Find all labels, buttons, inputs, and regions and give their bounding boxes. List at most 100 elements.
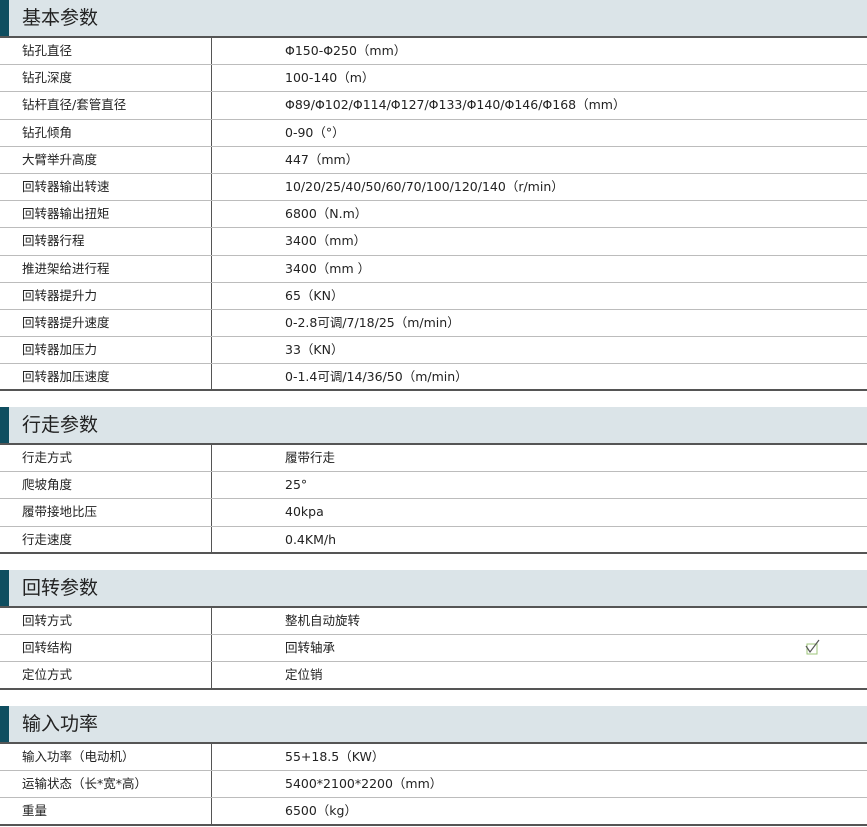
column-divider: [211, 608, 212, 635]
spec-row: 钻杆直径/套管直径 Φ89/Φ102/Φ114/Φ127/Φ133/Φ140/Φ…: [0, 92, 867, 120]
section-accent-bar: [0, 0, 9, 36]
column-divider: [211, 472, 212, 499]
spec-value: 3400（mm）: [285, 233, 367, 249]
spec-value: 0.4KM/h: [285, 531, 336, 547]
spec-value: 回转轴承: [285, 640, 336, 656]
spec-row: 重量 6500（kg）: [0, 798, 867, 826]
spec-section: 输入功率 输入功率（电动机） 55+18.5（KW） 运输状态（长*宽*高） 5…: [0, 706, 867, 826]
spec-row: 回转结构 回转轴承: [0, 635, 867, 663]
spec-label: 输入功率（电动机）: [22, 749, 135, 764]
spec-row: 钻孔倾角 0-90（°）: [0, 119, 867, 147]
spec-row: 定位方式 定位销: [0, 662, 867, 690]
spec-row: 回转器提升速度 0-2.8可调/7/18/25（m/min）: [0, 309, 867, 338]
spec-row: 回转器行程 3400（mm）: [0, 228, 867, 256]
spec-label: 行走速度: [22, 531, 73, 547]
spec-value: 履带行走: [285, 450, 336, 465]
spec-row: 输入功率（电动机） 55+18.5（KW）: [0, 744, 867, 772]
spec-value: 447（mm）: [285, 151, 359, 167]
spec-section: 基本参数 钻孔直径 Φ150-Φ250（mm） 钻孔深度 100-140（m） …: [0, 0, 867, 392]
column-divider: [211, 499, 212, 526]
spec-row: 大臂举升高度 447（mm）: [0, 146, 867, 174]
spec-row: 回转器提升力 65（KN）: [0, 282, 867, 310]
spec-label: 重量: [22, 803, 48, 819]
spec-row: 履带接地比压 40kpa: [0, 499, 867, 527]
spec-label: 回转器输出转速: [22, 178, 110, 194]
column-divider: [211, 445, 212, 472]
spec-value: 10/20/25/40/50/60/70/100/120/140（r/min）: [285, 178, 564, 194]
section-title: 输入功率: [22, 713, 99, 735]
section-header: 回转参数: [0, 570, 867, 608]
spec-label: 回转器行程: [22, 233, 85, 249]
column-divider: [211, 337, 212, 364]
spec-section: 回转参数 回转方式 整机自动旋转 回转结构 回转轴承 定位方式 定位销: [0, 570, 867, 690]
spec-row: 推进架给进行程 3400（mm ）: [0, 255, 867, 283]
spec-value: 65（KN）: [285, 287, 344, 303]
column-divider: [211, 65, 212, 92]
spec-value: 0-2.8可调/7/18/25（m/min）: [285, 314, 460, 330]
spec-label: 回转器加压速度: [22, 369, 110, 385]
spec-value: Φ150-Φ250（mm）: [285, 43, 407, 58]
spec-label: 钻孔倾角: [22, 124, 73, 140]
spec-label: 回转器输出扭矩: [22, 206, 110, 222]
spec-section: 行走参数 行走方式 履带行走 爬坡角度 25° 履带接地比压 40kpa 行走速…: [0, 407, 867, 554]
spec-label: 回转结构: [22, 640, 73, 656]
section-title: 回转参数: [22, 577, 99, 599]
spec-value: 3400（mm ）: [285, 260, 371, 276]
spec-row: 钻孔深度 100-140（m）: [0, 65, 867, 93]
spec-label: 钻孔深度: [22, 70, 73, 86]
spec-row: 钻孔直径 Φ150-Φ250（mm）: [0, 38, 867, 66]
spec-label: 回转器加压力: [22, 342, 98, 358]
spec-row: 回转器输出转速 10/20/25/40/50/60/70/100/120/140…: [0, 173, 867, 202]
section-title: 基本参数: [22, 7, 99, 29]
spec-label: 定位方式: [22, 667, 73, 683]
spec-row: 回转器加压力 33（KN）: [0, 337, 867, 365]
spec-label: 回转器提升速度: [22, 314, 110, 330]
spec-label: 回转方式: [22, 613, 73, 628]
spec-value: 5400*2100*2200（mm）: [285, 776, 443, 792]
spec-label: 爬坡角度: [22, 477, 73, 493]
spec-value: 0-1.4可调/14/36/50（m/min）: [285, 369, 468, 385]
column-divider: [211, 662, 212, 688]
spec-value: 6500（kg）: [285, 803, 357, 819]
spec-label: 大臂举升高度: [22, 151, 98, 167]
column-divider: [211, 798, 212, 824]
spec-row: 爬坡角度 25°: [0, 472, 867, 500]
spec-value: Φ89/Φ102/Φ114/Φ127/Φ133/Φ140/Φ146/Φ168（m…: [285, 97, 626, 113]
column-divider: [211, 282, 212, 309]
section-header: 输入功率: [0, 706, 867, 744]
spec-label: 行走方式: [22, 450, 73, 465]
column-divider: [211, 744, 212, 771]
spec-value: 33（KN）: [285, 342, 344, 358]
column-divider: [211, 173, 212, 201]
spec-value: 25°: [285, 477, 308, 493]
section-accent-bar: [0, 570, 9, 606]
section-accent-bar: [0, 706, 9, 742]
column-divider: [211, 119, 212, 146]
spec-value: 整机自动旋转: [285, 613, 361, 628]
spec-row: 回转方式 整机自动旋转: [0, 608, 867, 636]
column-divider: [211, 228, 212, 255]
column-divider: [211, 526, 212, 552]
spec-label: 回转器提升力: [22, 287, 98, 303]
spec-label: 钻杆直径/套管直径: [22, 97, 127, 113]
spec-label: 履带接地比压: [22, 504, 98, 520]
spec-value: 6800（N.m）: [285, 206, 368, 222]
column-divider: [211, 92, 212, 119]
checkmark-icon: [805, 639, 820, 655]
section-header: 行走参数: [0, 407, 867, 445]
spec-value: 定位销: [285, 667, 323, 683]
column-divider: [211, 364, 212, 390]
spec-row: 运输状态（长*宽*高） 5400*2100*2200（mm）: [0, 771, 867, 799]
spec-label: 推进架给进行程: [22, 260, 110, 276]
spec-row: 行走方式 履带行走: [0, 445, 867, 473]
column-divider: [211, 255, 212, 282]
spec-row: 行走速度 0.4KM/h: [0, 526, 867, 554]
section-header: 基本参数: [0, 0, 867, 38]
column-divider: [211, 309, 212, 337]
column-divider: [211, 201, 212, 228]
spec-label: 钻孔直径: [22, 43, 73, 58]
spec-value: 40kpa: [285, 504, 324, 520]
column-divider: [211, 771, 212, 798]
spec-row: 回转器输出扭矩 6800（N.m）: [0, 201, 867, 229]
spec-value: 55+18.5（KW）: [285, 749, 385, 764]
